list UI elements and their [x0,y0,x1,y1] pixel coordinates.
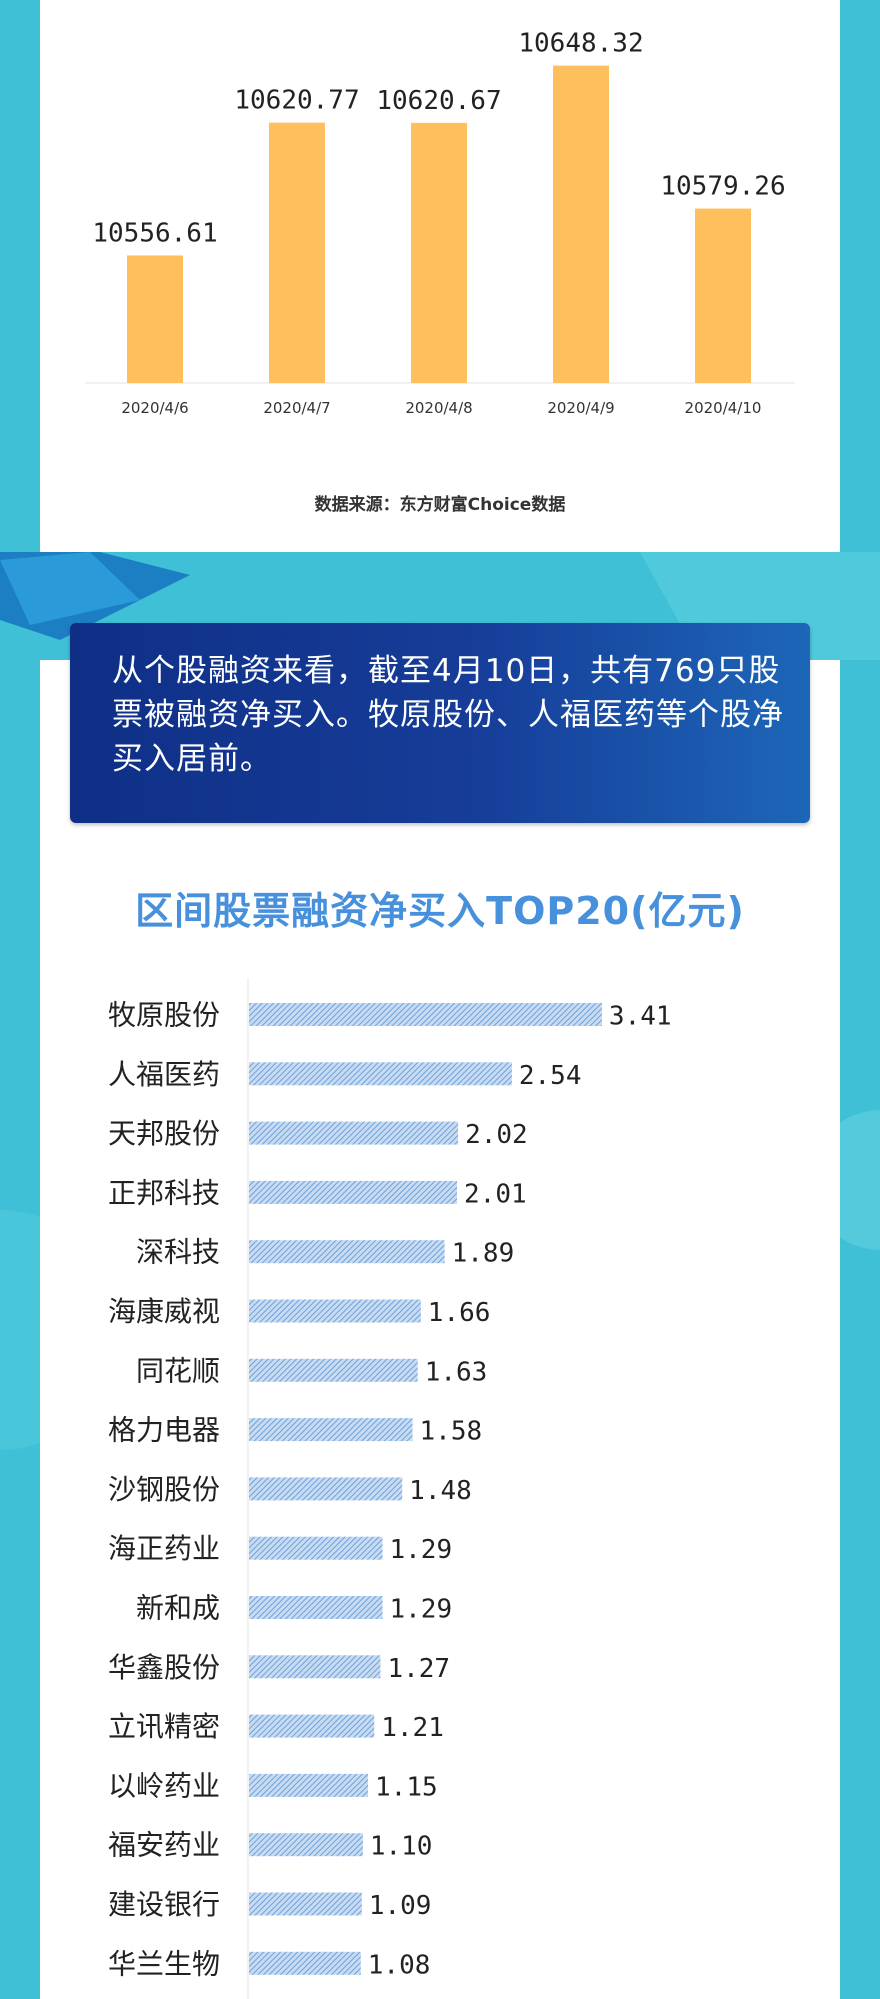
bar [249,1003,602,1026]
data-label: 1.63 [425,1357,488,1387]
bar [249,1714,375,1738]
bar [269,122,325,383]
data-label: 1.48 [409,1476,472,1506]
summary-banner: 从个股融资来看，截至4月10日，共有769只股票被融资净买入。牧原股份、人福医药… [70,623,810,823]
bar [249,1951,361,1975]
category-label: 海正药业 [108,1532,220,1565]
category-label: 立讯精密 [108,1710,220,1743]
data-source-note: 数据来源：东方财富Choice数据 [314,495,566,515]
data-label: 1.29 [390,1535,453,1565]
category-label: 华鑫股份 [108,1651,220,1684]
category-label: 深科技 [136,1236,220,1269]
category-label: 天邦股份 [108,1117,220,1150]
data-label: 10556.61 [92,218,217,248]
data-label: 1.27 [387,1654,450,1684]
data-label: 1.09 [369,1891,432,1921]
x-tick-label: 2020/4/7 [263,399,330,417]
data-label: 1.89 [452,1239,515,1269]
bar [411,122,467,383]
category-label: 新和成 [136,1592,220,1625]
bottom-chart-panel [40,660,840,1999]
bar [249,1892,362,1916]
category-label: 以岭药业 [108,1769,220,1802]
data-label: 10620.67 [376,86,501,116]
data-label: 1.29 [390,1595,453,1625]
top20-chart-title: 区间股票融资净买入TOP20(亿元) [135,889,745,933]
bar [249,1536,383,1560]
category-label: 建设银行 [108,1888,220,1921]
category-label: 海康威视 [108,1295,220,1328]
data-label: 2.54 [519,1061,582,1091]
data-label: 10648.32 [518,29,643,59]
bar [249,1062,512,1086]
data-label: 3.41 [609,1002,672,1032]
category-label: 华兰生物 [108,1947,220,1980]
data-label: 1.10 [370,1832,433,1862]
data-label: 1.08 [368,1950,431,1980]
x-tick-label: 2020/4/6 [121,399,188,417]
data-label: 1.58 [420,1417,483,1447]
bar [249,1655,381,1679]
bar [249,1240,445,1264]
x-tick-label: 2020/4/10 [685,399,762,417]
bar [249,1299,421,1323]
data-label: 2.01 [464,1179,527,1209]
category-label: 人福医药 [108,1058,220,1091]
bar [249,1418,413,1442]
bar [249,1477,403,1501]
bar [249,1596,383,1619]
bar [249,1121,459,1145]
bar [249,1773,369,1797]
data-label: 10620.77 [234,86,359,116]
data-label: 10579.26 [660,172,785,202]
bar [695,208,751,383]
top20-net-buy-chart: 牧原股份 3.41 人福医药 2.54 天邦股份 2.02 正邦科技 2.01 深科技 1.89 海… [108,978,672,1999]
bar [553,65,609,384]
data-label: 1.15 [375,1772,438,1802]
x-tick-label: 2020/4/9 [547,399,614,417]
category-label: 正邦科技 [108,1176,220,1209]
data-label: 1.21 [381,1713,444,1743]
daily-margin-balance-chart: 10556.61 2020/4/6 10620.77 2020/4/7 10620.67… [85,29,795,417]
data-label: 1.66 [428,1298,491,1328]
category-label: 牧原股份 [108,999,220,1032]
data-label: 2.02 [465,1120,528,1150]
category-label: 格力电器 [108,1414,220,1447]
category-label: 福安药业 [108,1829,220,1862]
bar [249,1180,458,1204]
bar [127,255,183,383]
bar [249,1833,363,1857]
x-tick-label: 2020/4/8 [405,399,472,417]
bar [249,1358,418,1382]
category-label: 沙钢股份 [108,1473,220,1506]
summary-text: 从个股融资来看，截至4月10日，共有769只股票被融资净买入。牧原股份、人福医药… [112,653,784,777]
category-label: 同花顺 [136,1354,220,1387]
